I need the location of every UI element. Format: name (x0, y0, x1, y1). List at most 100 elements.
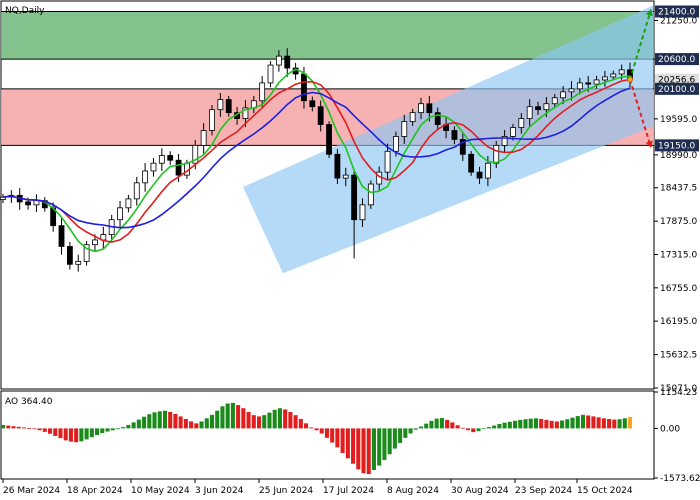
ao-bar (256, 416, 262, 429)
ao-bar (262, 415, 267, 429)
time-axis-label: 26 Mar 2024 (3, 486, 60, 496)
price-axis-label: 15071.0 (660, 384, 697, 394)
price-axis-label: 17315.0 (660, 251, 697, 261)
time-axis-label: 23 Sep 2024 (515, 486, 572, 496)
candle (451, 126, 458, 145)
candle (501, 130, 508, 153)
ao-bar (63, 428, 68, 441)
ao-bar (105, 428, 110, 432)
candle (510, 123, 516, 141)
candle (602, 70, 608, 87)
candle (359, 198, 366, 227)
candle-body (209, 109, 215, 131)
candle (576, 77, 583, 95)
candle-body (426, 103, 433, 114)
ao-bar (215, 410, 220, 429)
candle (200, 123, 207, 154)
ao-bar (335, 428, 340, 448)
candle-body (484, 162, 491, 179)
ao-bar (481, 428, 486, 430)
candle-body (125, 198, 132, 209)
ao-bar (152, 412, 157, 429)
ao-bar (356, 428, 361, 470)
ao-bar (32, 428, 37, 430)
ao-axis-label: 1154.23 (660, 388, 697, 398)
ao-bar (251, 415, 256, 429)
ao-bar (131, 422, 136, 429)
ao-bar (74, 428, 79, 443)
price-axis-label: 16755.0 (660, 284, 697, 294)
ao-bar (288, 411, 293, 429)
ao-panel: AO 364.40 (0, 390, 655, 480)
ao-bar (16, 426, 21, 429)
candle-body (225, 99, 232, 114)
price-tag-box (655, 82, 699, 95)
ao-bar (424, 423, 429, 429)
ao-bar (314, 428, 319, 431)
ao-bar (157, 411, 162, 429)
candle-body (384, 150, 391, 173)
candle-body (543, 103, 550, 111)
ao-bar (533, 418, 538, 429)
candle-body (367, 183, 374, 206)
candle (225, 95, 232, 117)
ma-line-slow (2, 87, 631, 229)
ao-bar (95, 428, 100, 436)
candle-body (0, 196, 6, 200)
trend-channel (243, 5, 653, 274)
ao-bar (340, 428, 345, 453)
candle-body (317, 106, 324, 125)
price-axis-label: 16195.0 (660, 317, 697, 327)
candle (476, 166, 483, 184)
ao-bar (11, 426, 16, 429)
ao-bar (523, 419, 528, 429)
candle (593, 75, 600, 89)
ao-bar (47, 428, 53, 434)
price-axis-label: 21250.0 (660, 16, 697, 26)
ao-bar (518, 419, 523, 429)
ao-bar (183, 418, 188, 429)
candle-body (434, 112, 441, 125)
price-axis-label: 19595.0 (660, 115, 697, 125)
ao-bar (627, 416, 633, 429)
candle-body (593, 79, 600, 85)
candle-body (25, 201, 31, 206)
ao-bar (455, 425, 460, 429)
price-tag-label: 20256.6 (658, 76, 695, 86)
candle (401, 114, 408, 144)
candle-body (585, 82, 592, 85)
candle-body (58, 225, 65, 247)
ao-axis-label: -1573.62 (660, 474, 700, 484)
price-tag-box (655, 139, 699, 152)
ao-axis-label: 0.00 (660, 424, 680, 434)
candle-body (133, 182, 140, 200)
ao-bar (392, 428, 397, 449)
ao-bar (492, 425, 497, 429)
candle (0, 193, 6, 204)
candle (367, 180, 374, 209)
candle-body (401, 121, 408, 137)
ao-bar (622, 418, 627, 429)
candle-body (326, 124, 332, 155)
candle-body (267, 64, 274, 84)
ao-bar (309, 427, 314, 429)
main-layer (0, 5, 654, 274)
ao-bar (465, 428, 471, 431)
price-tag-label: 20100.0 (658, 85, 695, 95)
ao-bar (267, 412, 272, 429)
candle-body (451, 130, 458, 140)
price-tag-box (655, 73, 699, 86)
axis-layer: 21250.0 20600.0 19595.0 18990.0 18437.5 17875… (2, 5, 700, 496)
candle (267, 61, 274, 88)
candle (167, 151, 174, 165)
ao-bar (418, 426, 424, 429)
candle-body (75, 260, 82, 265)
candle (284, 48, 291, 77)
ao-bar (486, 427, 491, 429)
ao-bar (403, 428, 408, 438)
time-axis-label: 17 Jul 2024 (323, 486, 374, 496)
ao-bar (560, 420, 565, 429)
ao-bar (539, 418, 544, 429)
time-axis-label: 18 Apr 2024 (67, 486, 123, 496)
candle-body (192, 144, 199, 164)
